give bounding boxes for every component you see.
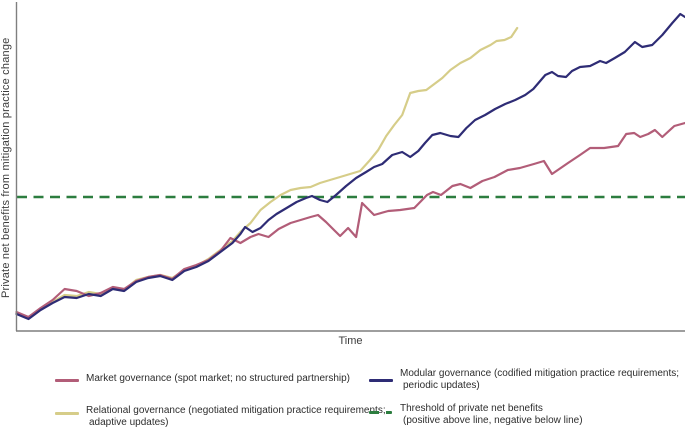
legend-label-modular-line2: periodic updates) <box>403 379 480 391</box>
series-line-market <box>15 121 685 319</box>
legend-swatch-threshold-dashed-line <box>369 411 392 414</box>
x-axis-label: Time <box>338 335 363 347</box>
chart-series-group <box>15 12 685 321</box>
series-line-relational <box>15 26 519 320</box>
legend-swatch-modular-line <box>369 379 393 382</box>
legend-label-threshold-line2: (positive above line, negative below lin… <box>403 414 583 426</box>
legend-label-relational-line1: Relational governance (negotiated mitiga… <box>86 405 386 416</box>
legend-label-relational-line2: adaptive updates) <box>89 416 169 427</box>
series-line-modular <box>15 12 685 321</box>
legend-label-modular-line1: Modular governance (codified mitigation … <box>400 368 680 379</box>
legend-label-relational: Relational governance (negotiated mitiga… <box>86 405 386 427</box>
legend-label-threshold-line1: Threshold of private net benefits <box>400 403 543 414</box>
y-axis-label: Private net benefits from mitigation pra… <box>0 37 12 299</box>
legend-swatch-market-line <box>55 379 79 382</box>
legend-label-modular: Modular governance (codified mitigation … <box>400 368 679 391</box>
legend-swatch-relational-line <box>55 412 79 415</box>
legend-label-threshold: Threshold of private net benefits (positi… <box>400 403 583 426</box>
legend-label-market: Market governance (spot market; no struc… <box>86 373 351 384</box>
